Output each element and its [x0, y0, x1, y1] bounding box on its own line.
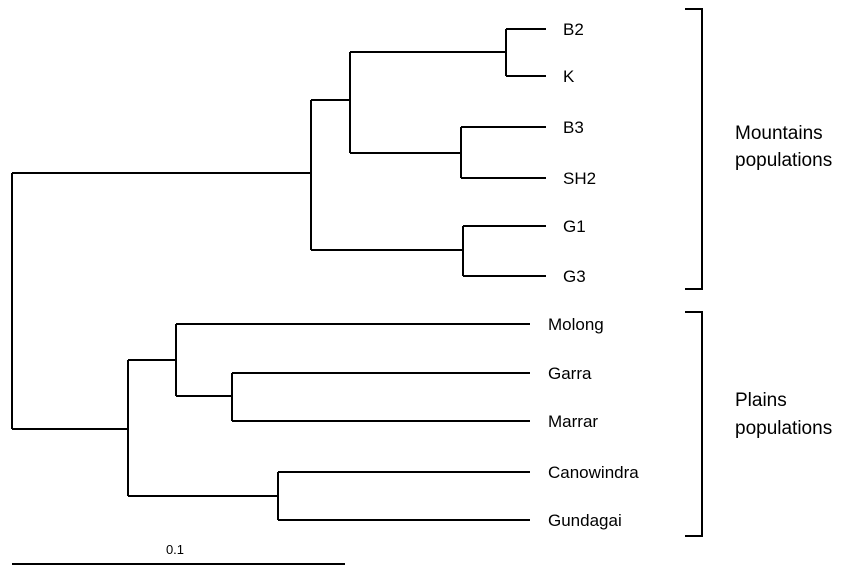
leaf-label-gundagai: Gundagai	[548, 511, 622, 530]
leaf-label-garra: Garra	[548, 364, 592, 383]
scale-bar-label: 0.1	[166, 542, 184, 557]
plains-label-line2: populations	[735, 418, 832, 439]
leaf-label-molong: Molong	[548, 315, 604, 334]
plains-label-line1: Plains	[735, 390, 787, 411]
plains-bracket	[685, 311, 703, 537]
mountains-bracket	[685, 8, 703, 290]
leaf-label-g1: G1	[563, 217, 586, 236]
mountains-label-line2: populations	[735, 150, 832, 171]
leaf-label-g3: G3	[563, 267, 586, 286]
leaf-label-canowindra: Canowindra	[548, 463, 639, 482]
leaf-label-b2: B2	[563, 20, 584, 39]
mountains-label-line1: Mountains	[735, 123, 823, 144]
leaf-label-sh2: SH2	[563, 169, 596, 188]
group-brackets	[685, 8, 703, 537]
group-labels: Mountains populations Plains populations	[735, 123, 832, 439]
leaf-labels: B2 K B3 SH2 G1 G3 Molong Garra Marrar Ca…	[548, 20, 639, 530]
leaf-label-k: K	[563, 67, 575, 86]
scale-bar: 0.1	[12, 542, 345, 565]
leaf-label-marrar: Marrar	[548, 412, 598, 431]
leaf-label-b3: B3	[563, 118, 584, 137]
tree-branches	[11, 28, 546, 521]
